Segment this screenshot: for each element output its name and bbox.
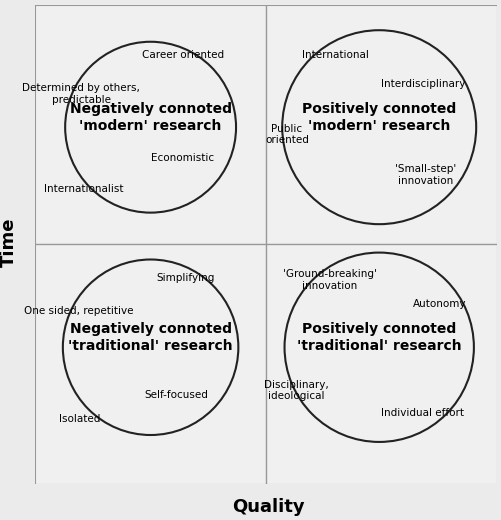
Text: Economistic: Economistic — [151, 153, 214, 163]
Text: Quality: Quality — [232, 498, 304, 516]
Text: One sided, repetitive: One sided, repetitive — [24, 306, 133, 316]
Text: Isolated: Isolated — [59, 414, 100, 424]
Text: Self-focused: Self-focused — [144, 390, 207, 400]
Bar — [35, 244, 266, 484]
Text: Career oriented: Career oriented — [142, 50, 223, 60]
Text: Negatively connoted
'modern' research: Negatively connoted 'modern' research — [70, 102, 231, 133]
Text: 'Small-step'
innovation: 'Small-step' innovation — [394, 164, 455, 186]
Text: Autonomy: Autonomy — [412, 299, 465, 309]
Bar — [35, 5, 266, 244]
Text: Positively connoted
'modern' research: Positively connoted 'modern' research — [302, 102, 455, 133]
Text: Simplifying: Simplifying — [156, 273, 214, 283]
Text: Time: Time — [0, 217, 18, 267]
Text: Negatively connoted
'traditional' research: Negatively connoted 'traditional' resear… — [68, 322, 232, 353]
Text: Internationalist: Internationalist — [44, 185, 123, 194]
Text: International: International — [302, 50, 368, 60]
Text: Determined by others,
predictable: Determined by others, predictable — [23, 83, 140, 105]
Text: Positively connoted
'traditional' research: Positively connoted 'traditional' resear… — [296, 322, 460, 353]
Text: 'Ground-breaking'
innovation: 'Ground-breaking' innovation — [282, 269, 376, 291]
Bar — [266, 5, 496, 244]
Bar — [266, 244, 496, 484]
Text: Public
oriented: Public oriented — [265, 124, 308, 145]
Text: Individual effort: Individual effort — [380, 408, 463, 418]
Text: Interdisciplinary: Interdisciplinary — [380, 79, 464, 89]
Text: Disciplinary,
ideological: Disciplinary, ideological — [263, 380, 328, 401]
